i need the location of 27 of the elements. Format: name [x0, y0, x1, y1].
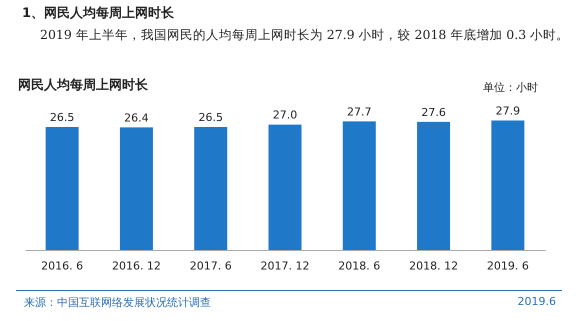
data-label: 26.5: [50, 110, 74, 124]
data-label: 27.0: [272, 108, 298, 122]
data-label: 27.7: [347, 105, 372, 118]
bar: [268, 124, 302, 250]
x-tick-label: 2017. 6: [190, 260, 232, 272]
chart-title: 1、网民人均每周上网时长: [22, 5, 174, 22]
x-tick-label: 2018. 6: [338, 260, 380, 272]
bar: [342, 121, 376, 250]
data-label: 26.4: [124, 111, 149, 124]
x-tick-label: 2017. 12: [260, 260, 310, 272]
bar: [120, 127, 153, 250]
x-tick-label: 2016. 12: [112, 260, 161, 272]
data-label: 27.6: [421, 106, 446, 119]
bar: [491, 120, 524, 250]
text: 2019.6: [518, 295, 556, 308]
bar: [417, 122, 450, 250]
text: 单位：小时: [483, 80, 538, 95]
text: 网民人均每周上网时长: [18, 77, 148, 94]
source-note: 来源：中国互联网络发展状况统计调查: [24, 295, 211, 310]
bar: [46, 126, 79, 250]
x-tick-label: 2016. 6: [41, 260, 84, 272]
chart-subtitle: 2019 年上半年，我国网民的人均每周上网时长为 27.9 小时，较 2018 年底增加 0.3 小时。: [40, 27, 570, 44]
data-label: 27.9: [496, 104, 520, 118]
x-tick-label: 2018. 12: [409, 260, 458, 272]
bar: [194, 126, 228, 250]
x-tick-label: 2019. 6: [486, 260, 529, 272]
data-label: 26.5: [198, 110, 223, 124]
